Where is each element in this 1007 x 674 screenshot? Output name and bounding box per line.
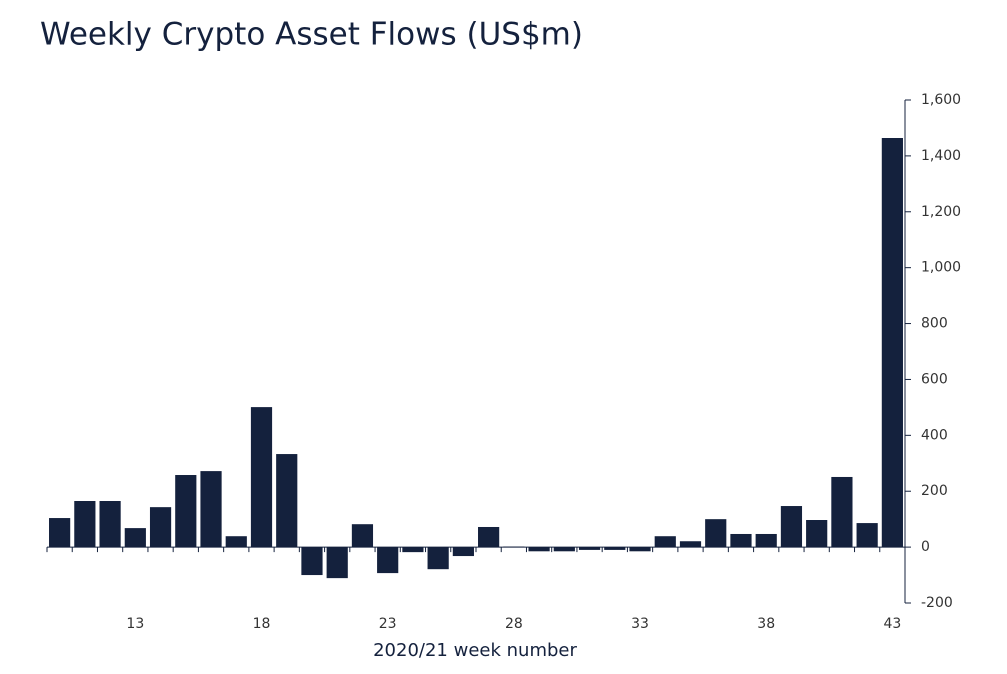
bar [705, 519, 727, 548]
bar [755, 533, 777, 548]
x-tick-label: 18 [253, 616, 271, 632]
bar [124, 528, 146, 548]
bar [730, 533, 752, 548]
x-tick-label: 38 [757, 616, 775, 632]
bar [831, 476, 853, 548]
y-tick-label: -200 [921, 595, 953, 611]
bar [478, 526, 500, 548]
bar [250, 407, 273, 548]
bar [780, 506, 803, 548]
bar [175, 475, 197, 548]
y-tick-label: 800 [921, 316, 948, 332]
bar [301, 547, 323, 576]
bar [276, 454, 298, 548]
bar [679, 541, 702, 548]
y-tick-label: 1,200 [921, 204, 961, 220]
bar [806, 520, 828, 548]
bar [553, 547, 575, 552]
y-tick-label: 1,000 [921, 260, 961, 276]
x-tick-label: 43 [883, 616, 901, 632]
bar [881, 138, 903, 548]
bar [200, 471, 222, 548]
bar [578, 547, 601, 550]
y-tick-label: 600 [921, 371, 948, 387]
bar [629, 547, 651, 552]
bar [427, 547, 449, 570]
bar [452, 547, 474, 557]
bar [49, 518, 71, 548]
bar [528, 547, 550, 552]
x-tick-label: 23 [379, 616, 397, 632]
x-axis-label: 2020/21 week number [373, 640, 577, 661]
y-tick-label: 1,400 [921, 148, 961, 164]
bar [654, 536, 676, 548]
bar [149, 507, 172, 548]
x-tick-label: 13 [126, 616, 144, 632]
bar [225, 536, 247, 548]
y-tick-label: 1,600 [921, 92, 961, 108]
y-tick-label: 200 [921, 483, 948, 499]
bar [351, 524, 374, 548]
bar [326, 547, 348, 579]
bar [99, 501, 121, 548]
bar [856, 523, 878, 548]
bar [377, 547, 399, 574]
bar [74, 501, 96, 548]
bar [402, 547, 424, 553]
chart-title: Weekly Crypto Asset Flows (US$m) [40, 17, 583, 53]
x-tick-label: 33 [631, 616, 649, 632]
y-tick-label: 0 [921, 539, 930, 555]
x-tick-label: 28 [505, 616, 523, 632]
bar [604, 547, 626, 550]
y-tick-label: 400 [921, 427, 948, 443]
